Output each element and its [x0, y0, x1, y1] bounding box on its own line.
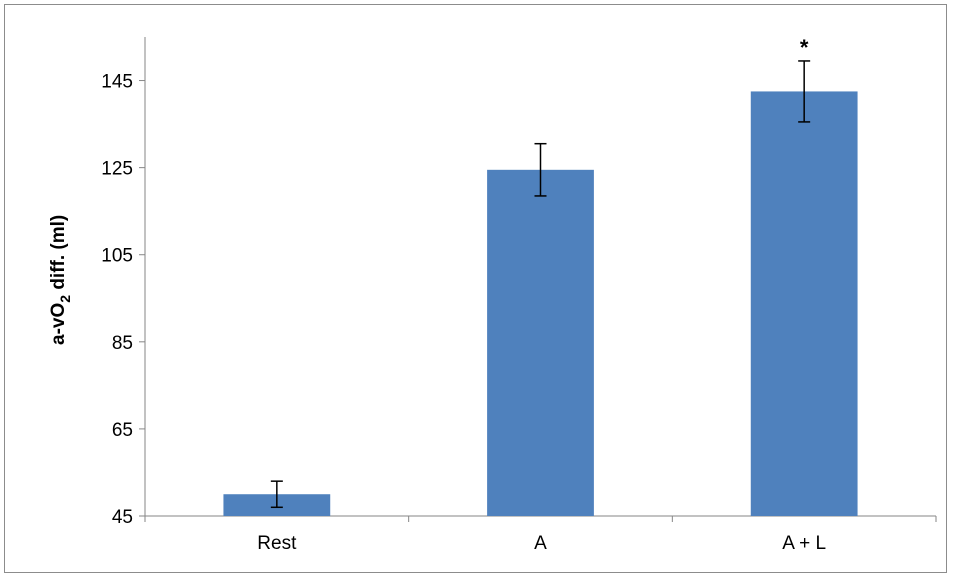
error-bars: [270, 60, 811, 509]
x-tick-label: A + L: [782, 533, 826, 554]
x-tick-label: Rest: [257, 533, 297, 554]
y-tick-label: 145: [101, 72, 133, 93]
y-tick-label: 125: [101, 159, 133, 180]
bar-1: [487, 169, 594, 516]
bars: [223, 91, 858, 516]
y-tick-label: 65: [112, 420, 133, 441]
y-tick-label: 85: [112, 333, 133, 354]
y-axis-label: a-vO2 diff. (ml): [48, 215, 73, 345]
significance-marker: *: [800, 35, 809, 60]
bar-2: [750, 91, 858, 516]
y-tick-label: 45: [112, 507, 133, 528]
x-tick-label: A: [534, 533, 547, 554]
y-tick-label: 105: [101, 246, 133, 267]
labels: 45 65 85 105 125 145 Rest A A + L *: [101, 35, 826, 554]
